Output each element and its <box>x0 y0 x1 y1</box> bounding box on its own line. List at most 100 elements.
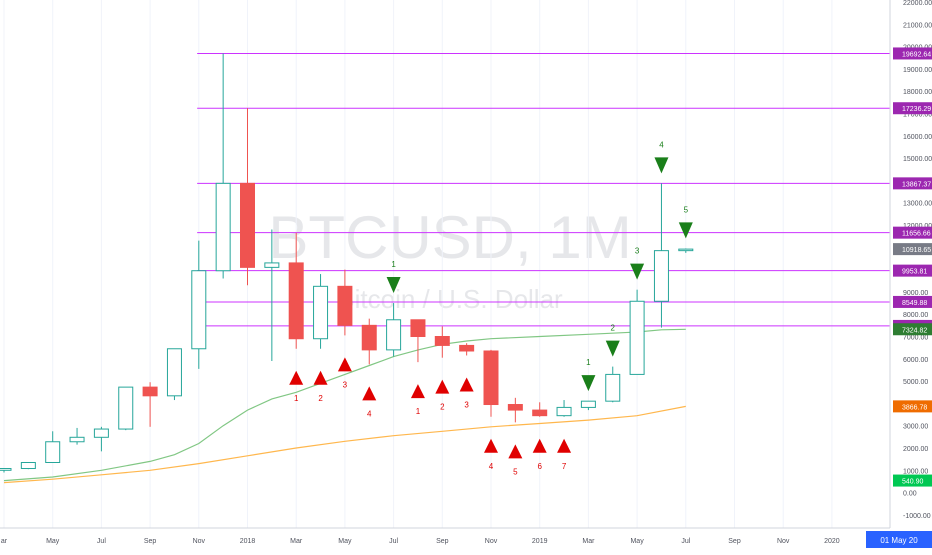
candle-body <box>0 468 12 471</box>
buy-signal-count: 4 <box>659 140 664 149</box>
time-tick-label: ar <box>1 538 8 545</box>
buy-signal-count: 1 <box>391 260 396 269</box>
sell-signal-count: 7 <box>562 462 567 471</box>
sell-signal-count: 1 <box>294 394 299 403</box>
sell-signal-marker <box>410 384 425 399</box>
time-tick-label: Jul <box>389 538 398 545</box>
time-tick-label: Sep <box>436 538 449 545</box>
sell-signal-marker <box>289 370 304 385</box>
price-tick-label: 9000.00 <box>903 290 928 297</box>
time-axis[interactable]: ar May Jul Sep Nov 2018 Mar May Jul Sep Nov 2019 Mar… <box>1 531 932 548</box>
candle-body <box>459 344 475 352</box>
price-tick-label: -1000.00 <box>903 513 931 520</box>
candles <box>0 53 694 473</box>
price-tick-label: 8000.00 <box>903 312 928 319</box>
price-tick-label: 22000.00 <box>903 0 932 7</box>
price-tick-label: 16000.00 <box>903 134 932 141</box>
ma-green-price-label-bg <box>893 323 932 336</box>
candle-body <box>361 324 377 351</box>
time-tick-label: Nov <box>485 538 498 545</box>
time-tick-label: Nov <box>777 538 790 545</box>
price-tick-label: 21000.00 <box>903 22 932 29</box>
candle-body <box>191 270 207 350</box>
candle-body <box>118 386 134 430</box>
sell-signal-marker <box>557 438 572 453</box>
level-price-label-bg <box>893 295 932 308</box>
candle-body <box>532 409 548 417</box>
low-price-label: 540.90 <box>902 479 924 486</box>
buy-signal-marker <box>386 277 401 294</box>
level-price-label: 8549.88 <box>902 300 927 307</box>
sell-signal-count: 2 <box>440 403 445 412</box>
date-badge: 01 May 20 <box>880 536 918 545</box>
sell-signal-count: 6 <box>537 462 542 471</box>
time-tick-label: 2019 <box>532 538 548 545</box>
sell-signal-marker <box>484 438 498 453</box>
candle-body <box>93 428 109 438</box>
level-price-label-bg <box>893 226 932 239</box>
sell-signal-marker <box>313 370 328 385</box>
candle-body <box>69 436 85 443</box>
watermark: BTCUSD, 1M Bitcoin / U.S. Dollar <box>268 204 631 314</box>
price-tick-label: 6000.00 <box>903 357 928 364</box>
candle-body <box>678 248 694 252</box>
level-price-label-bg <box>893 102 932 115</box>
time-tick-label: Nov <box>193 538 206 545</box>
low-price-label-bg <box>893 474 932 487</box>
level-price-label: 13867.37 <box>902 181 931 188</box>
time-tick-label: Mar <box>290 538 303 545</box>
time-tick-label: May <box>338 538 352 545</box>
candle-body <box>653 250 669 302</box>
time-tick-label: Sep <box>728 538 741 545</box>
candle-body <box>45 441 61 463</box>
sell-signal-count: 3 <box>343 380 348 389</box>
price-tick-label: 13000.00 <box>903 201 932 208</box>
sell-signal-count: 2 <box>318 394 323 403</box>
level-price-label-bg <box>893 177 932 190</box>
candle-body <box>556 406 572 417</box>
moving-average-line <box>3 405 686 484</box>
time-tick-label: Jul <box>681 538 690 545</box>
candle-body <box>629 300 645 375</box>
sell-signal-marker <box>508 444 523 459</box>
candle-body <box>483 350 499 406</box>
price-axis-labels: 19692.64 17236.29 13867.37 11656.66 9953.81 8… <box>893 47 932 487</box>
candle-body <box>142 386 158 397</box>
time-tick-label: Jul <box>97 538 106 545</box>
price-tick-label: 19000.00 <box>903 67 932 74</box>
buy-signal-marker <box>678 222 693 239</box>
candle-body <box>605 373 621 402</box>
watermark-symbol: BTCUSD, 1M <box>268 204 631 271</box>
candle-body <box>166 348 182 397</box>
price-tick-label: 17000.00 <box>903 112 932 119</box>
time-tick-label: Sep <box>144 538 157 545</box>
signal-markers: 1 2 3 4 1 2 3 4 5 6 7 1 1 2 3 4 5 <box>289 140 693 476</box>
buy-signal-count: 1 <box>586 358 591 367</box>
level-price-label: 17236.29 <box>902 106 931 113</box>
sell-signal-marker <box>459 377 474 392</box>
price-tick-label: 18000.00 <box>903 89 932 96</box>
sell-signal-count: 4 <box>367 409 372 418</box>
ma-orange-price-label: 3866.78 <box>902 404 927 411</box>
buy-signal-count: 3 <box>635 247 640 256</box>
buy-signal-marker <box>581 375 596 392</box>
price-tick-label: 0.00 <box>903 491 917 498</box>
price-tick-label: 2000.00 <box>903 446 928 453</box>
price-tick-label: 1000.00 <box>903 468 928 475</box>
price-tick-label: 7000.00 <box>903 335 928 342</box>
time-tick-label: Mar <box>582 538 595 545</box>
sell-signal-marker <box>337 357 352 372</box>
candle-body <box>313 285 329 340</box>
time-tick-label: May <box>46 538 60 545</box>
sell-signal-count: 5 <box>513 467 518 476</box>
sell-signal-count: 3 <box>464 400 469 409</box>
level-price-label-bg <box>893 264 932 277</box>
candle-body <box>410 319 426 337</box>
watermark-instrument-name: Bitcoin / U.S. Dollar <box>337 284 563 314</box>
time-tick-label: 2018 <box>240 538 256 545</box>
sell-signal-marker <box>362 386 377 401</box>
candle-body <box>288 262 304 340</box>
